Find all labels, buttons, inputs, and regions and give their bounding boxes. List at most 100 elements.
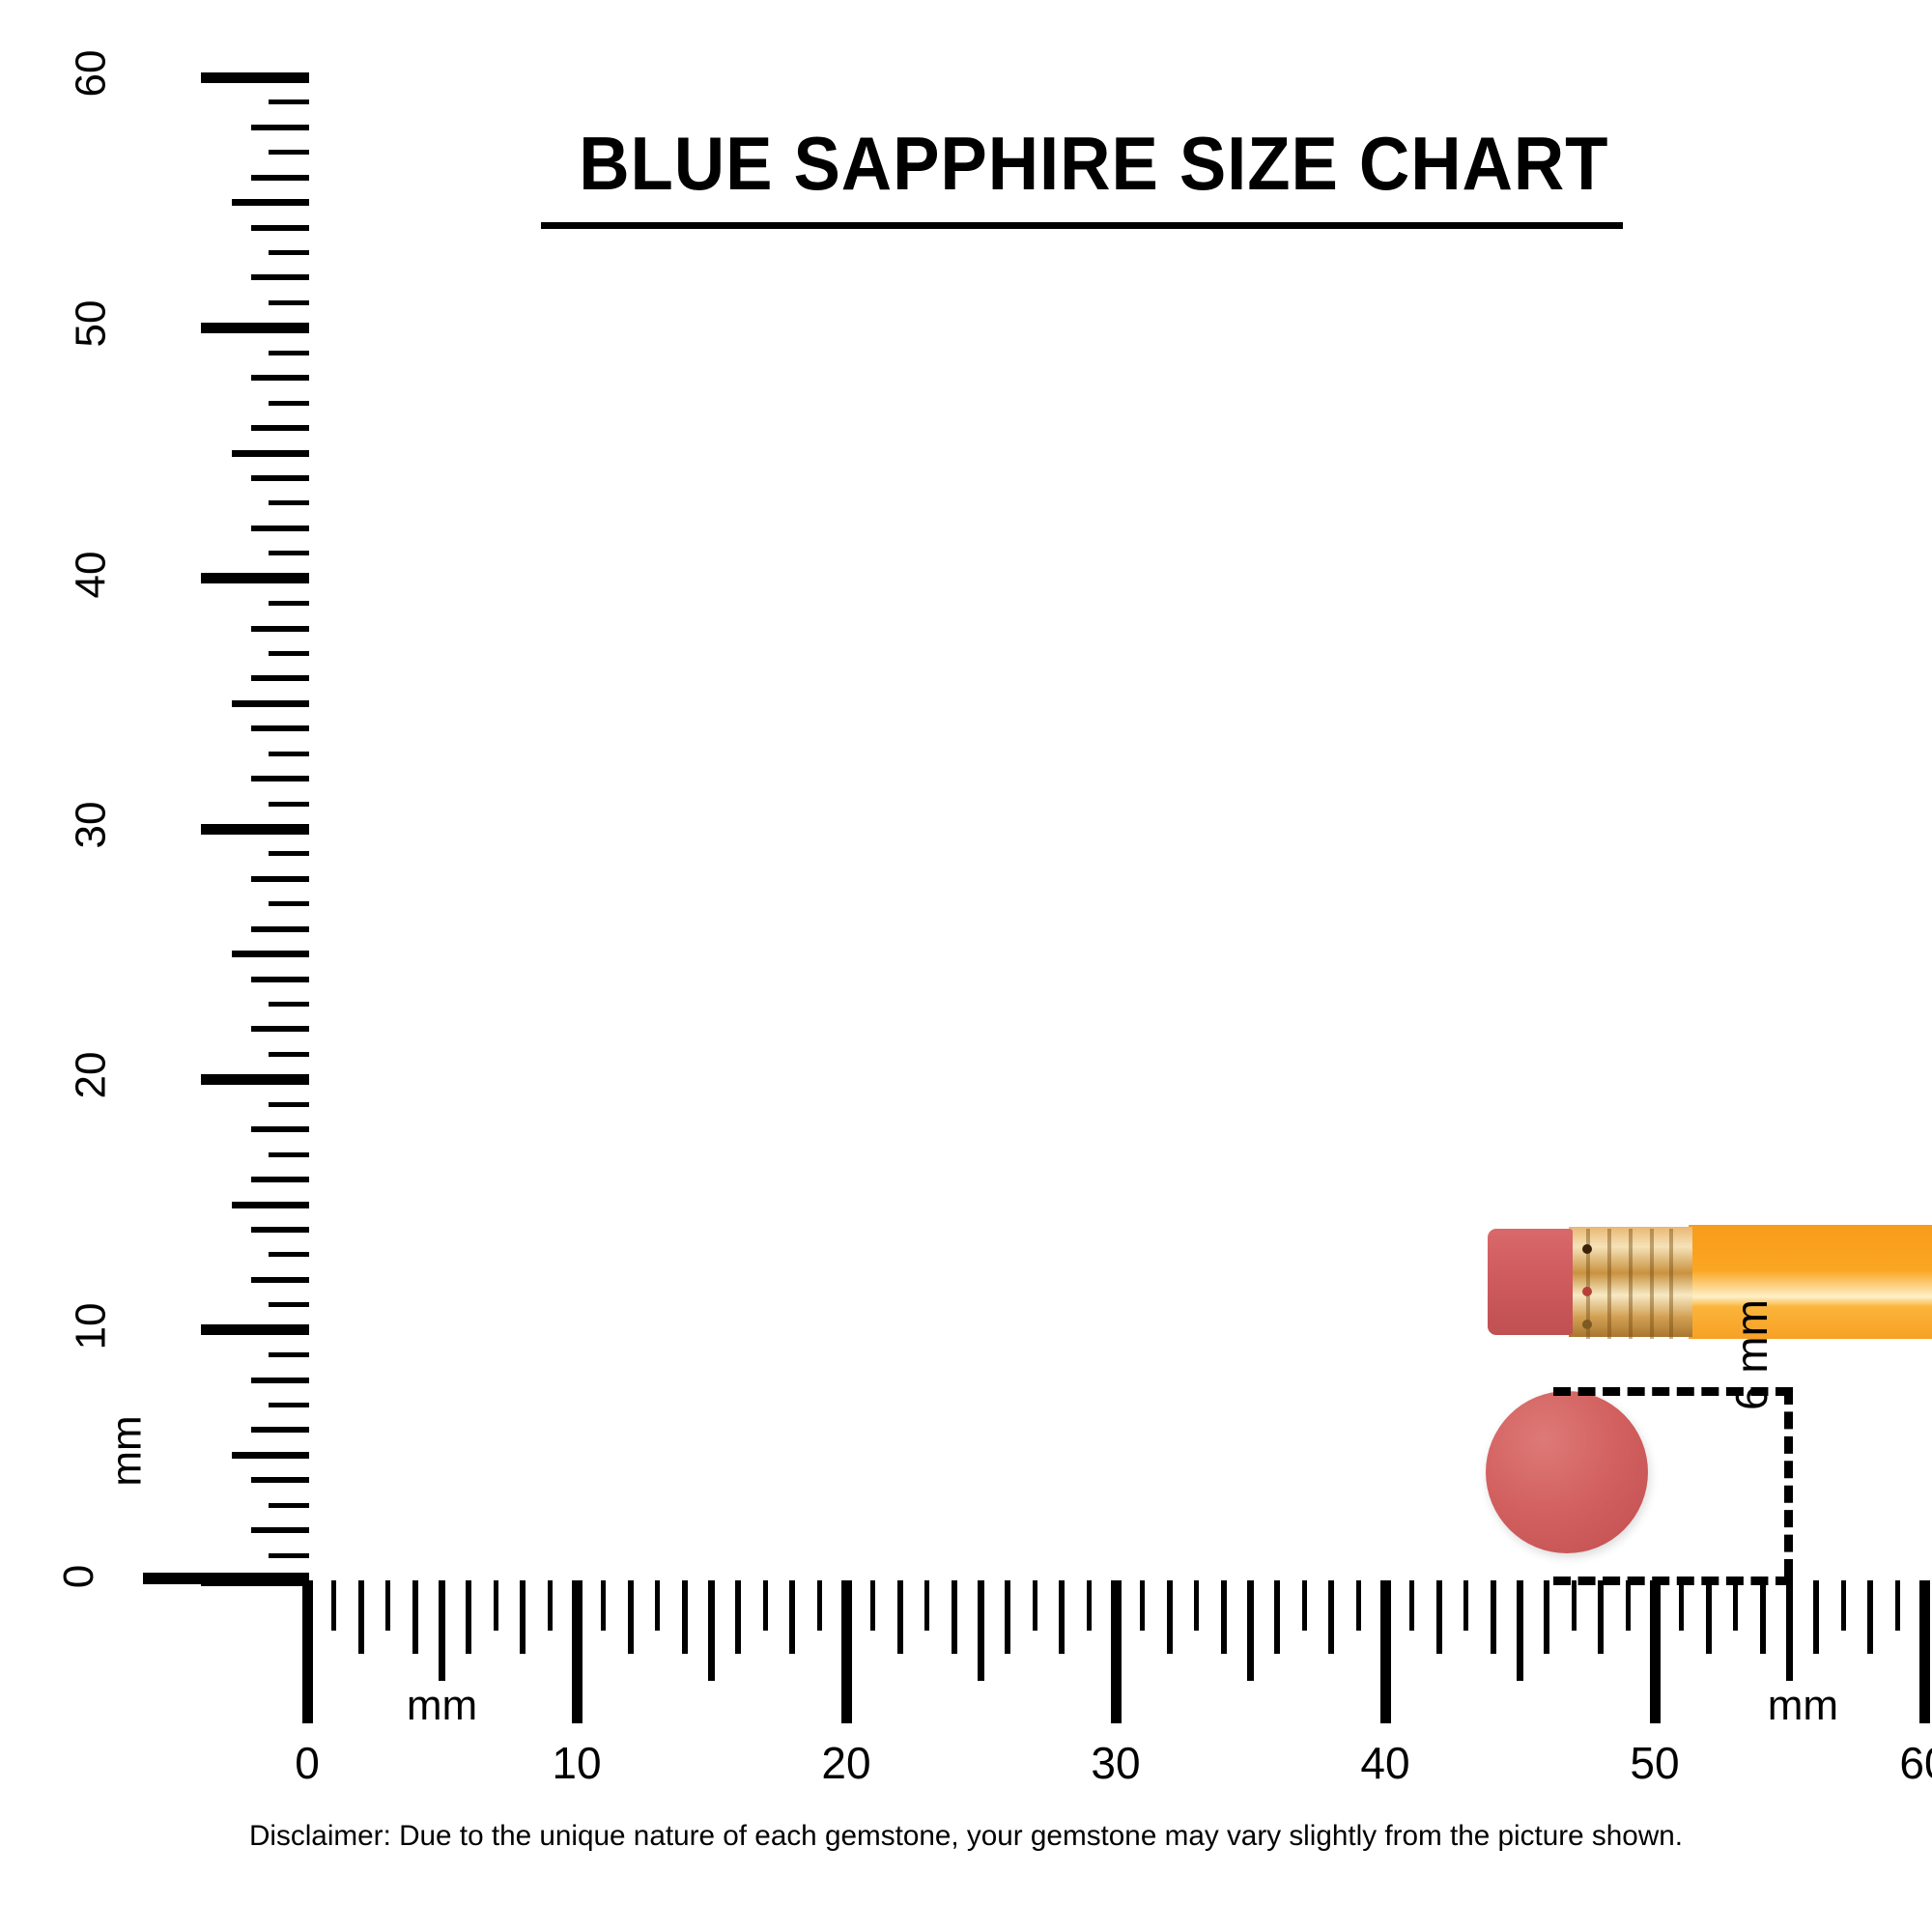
vertical-tick: [269, 601, 309, 607]
vertical-tick: [269, 801, 309, 807]
horizontal-tick: [520, 1580, 526, 1654]
horizontal-tick: [789, 1580, 796, 1654]
vertical-tick: [251, 875, 309, 882]
horizontal-tick: [1894, 1580, 1900, 1631]
horizontal-tick: [1490, 1580, 1496, 1654]
vertical-tick: [269, 1302, 309, 1308]
horizontal-tick: [708, 1580, 715, 1681]
horizontal-tick: [924, 1580, 930, 1631]
horizontal-tick: [1005, 1580, 1011, 1654]
horizontal-tick: [1813, 1580, 1820, 1654]
vertical-tick: [269, 650, 309, 656]
eraser-size-label: 6 mm: [1726, 1299, 1776, 1410]
horizontal-tick: [681, 1580, 688, 1654]
vertical-tick: [201, 573, 309, 584]
vertical-tick: [201, 1324, 309, 1336]
horizontal-tick: [1355, 1580, 1361, 1631]
horizontal-tick: [1625, 1580, 1631, 1631]
vertical-ruler-label: 10: [67, 1302, 115, 1350]
horizontal-tick: [1301, 1580, 1307, 1631]
vertical-tick: [251, 1126, 309, 1133]
horizontal-tick: [978, 1580, 984, 1681]
vertical-tick: [251, 1276, 309, 1283]
horizontal-tick: [1759, 1580, 1766, 1654]
vertical-tick: [251, 1177, 309, 1183]
horizontal-tick: [1679, 1580, 1685, 1631]
horizontal-ruler-label: 0: [295, 1738, 320, 1788]
vertical-tick: [269, 400, 309, 406]
vertical-tick: [251, 976, 309, 982]
vertical-ruler-label: 20: [67, 1051, 115, 1099]
horizontal-tick: [412, 1580, 418, 1654]
horizontal-tick: [1517, 1580, 1523, 1681]
horizontal-tick: [840, 1580, 852, 1723]
horizontal-ruler-unit-label: mm: [406, 1682, 478, 1729]
horizontal-tick: [816, 1580, 822, 1631]
vertical-tick: [269, 1552, 309, 1558]
horizontal-tick: [1086, 1580, 1092, 1631]
vertical-ruler: 0 10 20 30 40 50 60 mm: [0, 0, 309, 1588]
horizontal-tick: [1274, 1580, 1281, 1654]
vertical-ruler-unit-label: mm: [102, 1415, 151, 1487]
horizontal-tick: [466, 1580, 472, 1654]
horizontal-tick: [1194, 1580, 1200, 1631]
vertical-tick: [251, 1377, 309, 1383]
horizontal-tick: [1786, 1580, 1793, 1681]
ferrule-crimp-dot: [1582, 1244, 1592, 1254]
horizontal-tick: [1705, 1580, 1712, 1654]
vertical-tick: [232, 951, 309, 958]
eraser-measure-box: [1553, 1387, 1793, 1585]
title-block: BLUE SAPPHIRE SIZE CHART: [541, 126, 1623, 229]
vertical-tick: [251, 1026, 309, 1033]
vertical-ruler-label: 60: [67, 49, 115, 98]
vertical-tick: [201, 1575, 309, 1586]
vertical-tick: [232, 699, 309, 707]
horizontal-tick: [301, 1580, 313, 1723]
vertical-tick: [251, 425, 309, 432]
horizontal-tick: [1140, 1580, 1146, 1631]
horizontal-tick: [1544, 1580, 1550, 1654]
pencil-body: [1689, 1225, 1932, 1339]
pencil-reference: [1488, 1225, 1932, 1339]
vertical-tick: [232, 1451, 309, 1459]
horizontal-tick: [1463, 1580, 1469, 1631]
horizontal-tick: [1840, 1580, 1846, 1631]
horizontal-tick: [1110, 1580, 1122, 1723]
vertical-tick: [251, 274, 309, 281]
horizontal-tick: [547, 1580, 553, 1631]
horizontal-tick: [1220, 1580, 1227, 1654]
vertical-tick: [251, 1427, 309, 1434]
horizontal-tick: [1032, 1580, 1037, 1631]
pencil-eraser-tip: [1488, 1229, 1573, 1335]
vertical-tick: [269, 901, 309, 907]
horizontal-tick: [627, 1580, 634, 1654]
horizontal-ruler-label: 20: [821, 1738, 871, 1788]
dashed-line-right: [1784, 1387, 1793, 1577]
horizontal-tick: [1328, 1580, 1335, 1654]
horizontal-ruler-label: 60: [1899, 1738, 1932, 1788]
horizontal-ruler-label: 10: [552, 1738, 602, 1788]
vertical-tick: [232, 449, 309, 457]
vertical-tick: [201, 322, 309, 333]
vertical-tick: [269, 751, 309, 756]
ferrule-crimp-dot: [1582, 1287, 1592, 1296]
horizontal-tick: [1166, 1580, 1173, 1654]
vertical-tick: [269, 500, 309, 506]
horizontal-tick: [655, 1580, 661, 1631]
title-underline: [541, 222, 1623, 229]
horizontal-tick: [493, 1580, 498, 1631]
vertical-tick: [251, 776, 309, 782]
dashed-line-bottom: [1553, 1577, 1793, 1585]
horizontal-tick: [1435, 1580, 1442, 1654]
horizontal-tick: [331, 1580, 337, 1631]
horizontal-ruler-label: 30: [1091, 1738, 1141, 1788]
horizontal-tick: [870, 1580, 876, 1631]
vertical-tick: [232, 199, 309, 207]
vertical-tick: [251, 675, 309, 682]
horizontal-ruler-label: 40: [1360, 1738, 1410, 1788]
horizontal-tick: [1571, 1580, 1577, 1631]
horizontal-tick: [1598, 1580, 1605, 1654]
horizontal-tick: [1733, 1580, 1739, 1631]
horizontal-tick: [951, 1580, 957, 1654]
